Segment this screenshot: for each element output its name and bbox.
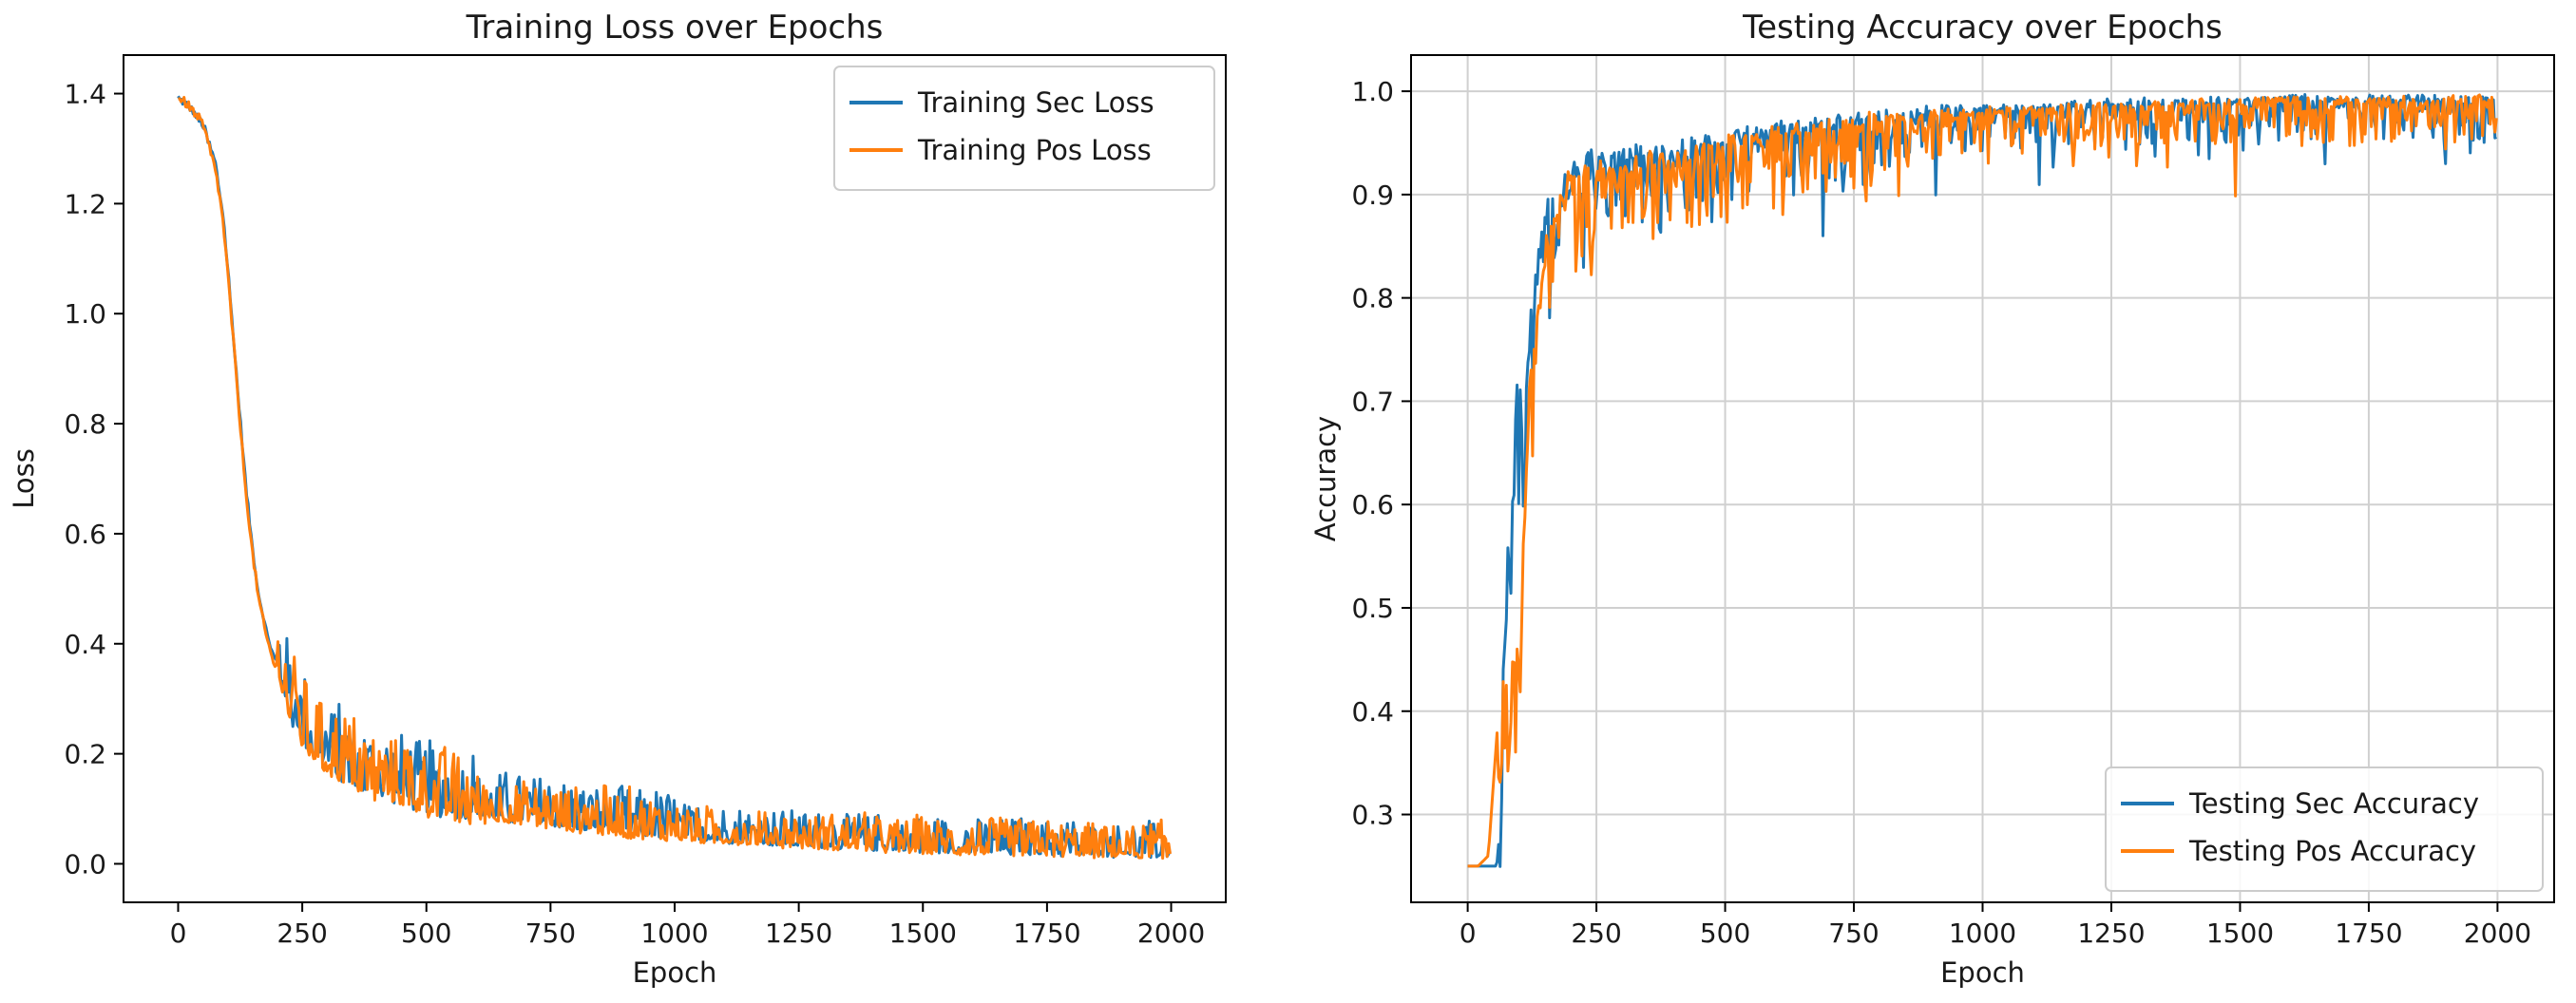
y-tick-label: 1.0 — [1351, 76, 1394, 107]
y-tick-label: 1.4 — [64, 79, 106, 110]
y-tick-label: 1.2 — [64, 188, 106, 219]
legend: Testing Sec Accuracy Testing Pos Accuracy — [2105, 766, 2544, 892]
x-tick-label: 2000 — [1137, 918, 1205, 949]
series-line-testing-pos-accuracy — [1467, 93, 2498, 868]
x-tick-label: 2000 — [2464, 918, 2531, 949]
training-loss-panel: 0 250 500 750 1000 1250 1500 1750 2000 0.0 0.2 0.4 0… — [8, 9, 1227, 989]
y-axis-label: Loss — [8, 448, 40, 509]
x-tick-label: 750 — [1828, 918, 1879, 949]
y-tick-label: 0.8 — [1351, 283, 1394, 314]
y-axis-label: Accuracy — [1309, 416, 1342, 541]
legend-entry-label: Testing Pos Accuracy — [2188, 835, 2476, 867]
y-tick-label: 0.5 — [1351, 593, 1394, 624]
chart-title: Testing Accuracy over Epochs — [1742, 9, 2223, 47]
y-tick-label: 0.2 — [64, 739, 106, 770]
legend: Training Sec Loss Training Pos Loss — [833, 66, 1215, 191]
y-tick-label: 0.4 — [64, 629, 106, 660]
x-tick-label: 250 — [277, 918, 327, 949]
x-tick-label: 750 — [525, 918, 576, 949]
legend-entry-label: Training Pos Loss — [917, 134, 1152, 166]
chart-title: Training Loss over Epochs — [466, 9, 884, 47]
x-tick-label: 1750 — [1013, 918, 1080, 949]
series-line-testing-sec-accuracy — [1467, 93, 2498, 868]
legend-entry-label: Training Sec Loss — [917, 86, 1154, 119]
y-tick-label: 0.9 — [1351, 180, 1394, 211]
x-tick-label: 0 — [170, 918, 187, 949]
x-tick-label: 1500 — [2206, 918, 2274, 949]
y-tick-label: 0.6 — [1351, 489, 1394, 520]
y-tick-label: 0.8 — [64, 408, 106, 440]
series-group — [1467, 93, 2498, 868]
x-tick-label: 500 — [1700, 918, 1750, 949]
y-tick-label: 0.6 — [64, 519, 106, 550]
x-tick-label: 0 — [1460, 918, 1477, 949]
legend-box — [2105, 766, 2544, 892]
x-tick-label: 1500 — [889, 918, 957, 949]
y-tick-label: 1.0 — [64, 298, 106, 330]
x-tick-label: 1000 — [640, 918, 708, 949]
y-tick-label: 0.4 — [1351, 696, 1394, 728]
series-group — [177, 95, 1172, 861]
x-tick-label: 1750 — [2335, 918, 2402, 949]
x-axis-label: Epoch — [1940, 956, 2025, 989]
x-tick-label: 1250 — [2077, 918, 2145, 949]
series-line-training-pos-loss — [178, 96, 1172, 861]
testing-accuracy-panel: 0 250 500 750 1000 1250 1500 1750 2000 0.3 0.4 0.5 0… — [1309, 9, 2555, 989]
x-tick-label: 500 — [401, 918, 451, 949]
legend-box — [833, 66, 1215, 191]
x-tick-label: 1250 — [765, 918, 832, 949]
x-axis-label: Epoch — [633, 956, 717, 989]
y-tick-label: 0.3 — [1351, 800, 1394, 831]
legend-entry-label: Testing Sec Accuracy — [2188, 787, 2479, 820]
x-tick-label: 1000 — [1949, 918, 2016, 949]
y-tick-label: 0.7 — [1351, 386, 1394, 417]
x-tick-label: 250 — [1571, 918, 1621, 949]
y-tick-label: 0.0 — [64, 848, 106, 880]
